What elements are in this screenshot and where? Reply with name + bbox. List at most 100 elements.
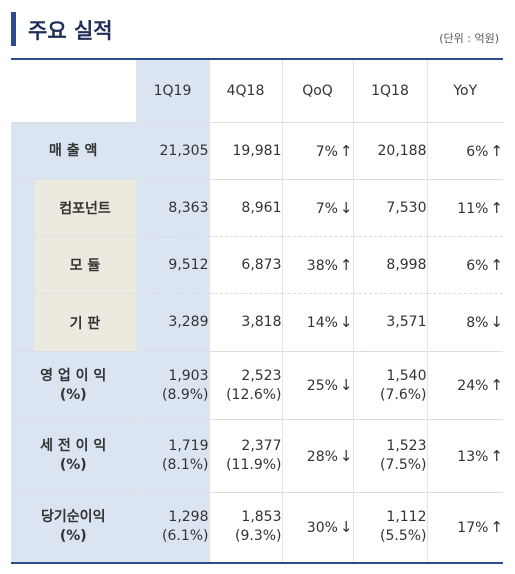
row-label-revenue: 매 출 액 — [11, 122, 136, 180]
arrow-icon: ↓ — [339, 517, 353, 536]
qoq-value: 7% — [315, 143, 338, 160]
page-title: 주요 실적 — [28, 19, 113, 43]
cell-1q19: 1,719 (8.1%) — [135, 419, 209, 493]
qoq-value: 28% — [306, 448, 338, 465]
yoy-value: 6% — [466, 257, 489, 274]
side-indent-cell — [11, 236, 34, 294]
cell-1q18: 1,112 (5.5%) — [352, 492, 427, 562]
cell-yoy: 6% ↑ — [426, 236, 503, 294]
table-row-pretax-profit: 세 전 이 익 (%) 1,719 (8.1%) 2,377 (11.9%) 28% ↓… — [11, 419, 503, 493]
cell-yoy: 13% ↑ — [426, 419, 503, 493]
col-header-1q18: 1Q18 — [352, 60, 427, 123]
cell-yoy: 24% ↑ — [426, 351, 503, 420]
cell-4q18: 1,853 (9.3%) — [208, 492, 282, 562]
margin-pct: (12.6%) — [226, 386, 282, 403]
cell-1q19: 8,363 — [135, 179, 209, 237]
cell-1q18: 1,523 (7.5%) — [352, 419, 427, 493]
col-header-4q18: 4Q18 — [208, 60, 282, 123]
yoy-value: 13% — [457, 448, 489, 465]
table-row-net-income: 당기순이익 (%) 1,298 (6.1%) 1,853 (9.3%) 30% ↓ 1,… — [11, 492, 503, 562]
cell-qoq: 7% ↓ — [281, 179, 353, 237]
margin-pct: (8.1%) — [162, 457, 209, 473]
table-bottom-rule — [11, 562, 503, 564]
row-label-operating-profit: 영 업 이 익 (%) — [11, 351, 136, 420]
cell-1q18: 20,188 — [352, 122, 427, 180]
table-row-module: 모 듈 9,512 6,873 38% ↑ 8,998 6% ↑ — [11, 236, 503, 294]
cell-1q19: 3,289 — [135, 293, 209, 352]
yoy-value: 17% — [457, 519, 489, 536]
value: 1,298 — [168, 509, 209, 526]
qoq-value: 38% — [306, 257, 338, 274]
cell-yoy: 6% ↑ — [426, 122, 503, 180]
arrow-icon: ↑ — [490, 141, 503, 160]
header-blank-cell — [11, 60, 136, 123]
yoy-value: 6% — [466, 143, 489, 160]
margin-pct: (5.5%) — [380, 528, 427, 545]
cell-4q18: 2,523 (12.6%) — [208, 351, 282, 420]
row-label-pretax-profit: 세 전 이 익 (%) — [11, 419, 136, 493]
margin-pct: (6.1%) — [162, 528, 209, 545]
arrow-icon: ↑ — [490, 198, 503, 217]
qoq-value: 7% — [315, 200, 338, 217]
margin-pct: (7.6%) — [380, 386, 427, 403]
yoy-value: 11% — [457, 200, 489, 217]
cell-1q19: 1,298 (6.1%) — [135, 492, 209, 562]
cell-yoy: 17% ↑ — [426, 492, 503, 562]
margin-pct: (7.5%) — [380, 457, 427, 473]
margin-pct: (11.9%) — [226, 457, 282, 473]
value: 2,377 — [241, 438, 282, 455]
cell-1q19: 1,903 (8.9%) — [135, 351, 209, 420]
value: 1,719 — [168, 438, 209, 455]
row-label-text: 당기순이익 — [41, 509, 106, 526]
cell-4q18: 8,961 — [208, 179, 282, 237]
table-row-revenue: 매 출 액 21,305 19,981 7% ↑ 20,188 6% ↑ — [11, 122, 503, 180]
row-label-pct: (%) — [59, 528, 87, 545]
cell-1q19: 9,512 — [135, 236, 209, 294]
cell-4q18: 2,377 (11.9%) — [208, 419, 282, 493]
side-indent-cell — [11, 293, 34, 352]
value: 2,523 — [241, 367, 282, 384]
value: 1,112 — [386, 509, 427, 526]
cell-yoy: 11% ↑ — [426, 179, 503, 237]
cell-4q18: 19,981 — [208, 122, 282, 180]
row-label-text: 영 업 이 익 — [40, 367, 107, 384]
arrow-icon: ↓ — [339, 313, 353, 332]
table-row-operating-profit: 영 업 이 익 (%) 1,903 (8.9%) 2,523 (12.6%) 25% ↓… — [11, 351, 503, 420]
margin-pct: (9.3%) — [235, 528, 282, 545]
cell-qoq: 14% ↓ — [281, 293, 353, 352]
cell-qoq: 30% ↓ — [281, 492, 353, 562]
row-label-substrate: 기 판 — [33, 293, 136, 352]
arrow-icon: ↓ — [339, 376, 353, 395]
value: 1,903 — [168, 367, 209, 384]
qoq-value: 30% — [306, 519, 338, 536]
cell-1q18: 3,571 — [352, 293, 427, 352]
arrow-icon: ↓ — [339, 198, 353, 217]
title-row: 주요 실적 (단위 : 억원) — [0, 0, 515, 58]
arrow-icon: ↑ — [490, 376, 503, 395]
cell-yoy: 8% ↓ — [426, 293, 503, 352]
row-label-net-income: 당기순이익 (%) — [11, 492, 136, 562]
cell-qoq: 25% ↓ — [281, 351, 353, 420]
qoq-value: 25% — [306, 378, 338, 395]
row-label-component: 컴포넌트 — [33, 179, 136, 237]
table-row-component: 컴포넌트 8,363 8,961 7% ↓ 7,530 11% ↑ — [11, 179, 503, 237]
yoy-value: 24% — [457, 378, 489, 395]
cell-1q18: 1,540 (7.6%) — [352, 351, 427, 420]
col-header-1q19: 1Q19 — [135, 60, 209, 123]
arrow-icon: ↑ — [490, 255, 503, 274]
value: 1,853 — [241, 509, 282, 526]
cell-4q18: 3,818 — [208, 293, 282, 352]
cell-1q18: 7,530 — [352, 179, 427, 237]
cell-qoq: 28% ↓ — [281, 419, 353, 493]
margin-pct: (8.9%) — [162, 386, 209, 403]
arrow-icon: ↑ — [339, 141, 353, 160]
table-top-rule — [11, 58, 503, 60]
arrow-icon: ↑ — [339, 255, 353, 274]
cell-qoq: 38% ↑ — [281, 236, 353, 294]
cell-qoq: 7% ↑ — [281, 122, 353, 180]
unit-note: (단위 : 억원) — [439, 32, 499, 45]
arrow-icon: ↑ — [490, 517, 503, 536]
cell-4q18: 6,873 — [208, 236, 282, 294]
arrow-icon: ↑ — [490, 446, 503, 465]
results-table: 1Q19 4Q18 QoQ 1Q18 YoY 매 출 액 21,305 19,9… — [11, 60, 503, 562]
